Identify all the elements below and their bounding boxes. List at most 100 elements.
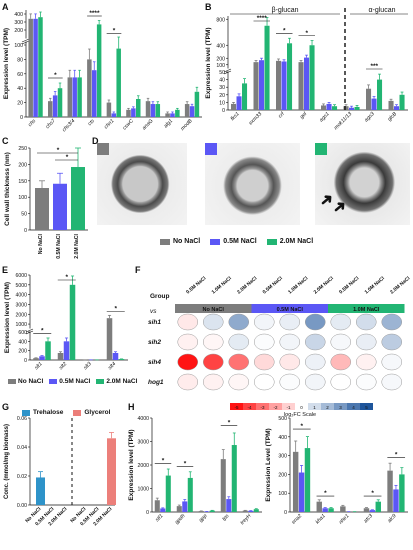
legend-label: 0.5M NaCl — [223, 238, 257, 245]
y-tick-label: 100 — [14, 43, 23, 49]
y-tick-label: 0 — [24, 228, 27, 234]
heatmap-scale-label: -1 — [286, 405, 290, 410]
legend-item-high: 2.0M NaCl — [266, 238, 314, 245]
y-tick-label: 80 — [17, 57, 23, 63]
heatmap-col-header: 0.5M NaCl — [262, 275, 285, 295]
y-tick-label: 40 — [17, 86, 23, 92]
significance-marker: * — [324, 490, 327, 497]
bar — [175, 109, 180, 117]
y-axis-label: Expression level (TPM) — [205, 27, 212, 98]
swatch-green-icon — [96, 379, 105, 384]
bar — [388, 100, 394, 110]
x-tick-label: cts — [87, 118, 96, 127]
heatmap-cell — [356, 313, 377, 331]
heatmap-scale-cell — [243, 403, 256, 410]
heatmap-cell — [330, 373, 351, 391]
x-tick-label: gel — [299, 111, 309, 121]
micro-tag-grey — [97, 143, 109, 155]
bar — [87, 59, 92, 117]
y-tick-label: 800 — [216, 17, 225, 23]
x-tick-label: chs3/4 — [61, 118, 76, 133]
y-tick-label: 20 — [219, 93, 225, 99]
legend-item-no: No NaCl — [8, 378, 43, 385]
bar — [35, 188, 49, 230]
heatmap-cell — [203, 313, 224, 331]
legend-item-high: 2.0M NaCl — [96, 378, 137, 385]
x-tick-label: alg1 — [163, 118, 174, 129]
x-tick-label: slt1 — [34, 361, 44, 371]
y-axis-label: Expression level (TPM) — [3, 28, 10, 99]
y-tick-label: 500 — [278, 416, 287, 422]
x-tick-label: ags3 — [363, 111, 375, 123]
axis-break — [23, 38, 202, 42]
y-tick-label: 400 — [18, 339, 27, 345]
group-label-alpha: α-glucan — [368, 7, 395, 14]
y-axis-label: Conc. (mmol/mg biomass) — [4, 424, 10, 499]
bar — [92, 70, 97, 117]
heatmap-cell — [177, 373, 198, 391]
heatmap-group-bar — [175, 304, 252, 313]
heatmap-cell — [305, 333, 326, 351]
bar — [281, 61, 287, 110]
y-tick-label: 0 — [146, 510, 149, 516]
significance-marker: * — [113, 28, 116, 35]
x-tick-label: No NaCl — [38, 233, 44, 254]
heatmap-col-header: 2.0M NaCl — [313, 275, 336, 295]
bar — [304, 57, 310, 110]
bar — [72, 77, 77, 117]
bar — [131, 108, 136, 117]
x-tick-label: ags1 — [318, 111, 330, 123]
y-tick-label: 0 — [20, 115, 23, 121]
heatmap-scale-label: 2 — [326, 405, 329, 410]
heatmap-row-label: sih2 — [148, 339, 161, 346]
heatmap-group-bar — [328, 304, 405, 313]
heatmap-scale-cell — [334, 403, 347, 410]
micro-tag-blue — [205, 143, 217, 155]
bar — [106, 102, 112, 117]
swatch-blue-icon — [49, 379, 58, 384]
x-tick-label: mok11/13 — [333, 111, 353, 131]
heatmap-row-label: sih4 — [148, 359, 161, 366]
heatmap-cell — [254, 373, 275, 391]
heatmap-scale-label: -5 — [234, 405, 238, 410]
y-tick-label: 2000 — [137, 463, 149, 469]
bar — [253, 62, 259, 110]
y-tick-label: 50 — [21, 212, 27, 218]
y-tick-label: 100 — [278, 491, 287, 497]
legend-d: No NaCl 0.5M NaCl 2.0M NaCl — [160, 238, 313, 245]
axis-break-mark — [223, 68, 232, 73]
x-tick-label: fks1 — [230, 111, 241, 122]
bar — [321, 105, 327, 110]
x-tick-label: stl1 — [154, 513, 164, 523]
heatmap-cell — [381, 373, 402, 391]
bar — [399, 474, 405, 512]
y-tick-label: 2000 — [15, 312, 27, 318]
heatmap-cell — [203, 333, 224, 351]
bar — [57, 88, 63, 117]
bar — [184, 104, 190, 117]
y-tick-label: 200 — [216, 56, 225, 62]
y-tick-label: 0.02 — [17, 474, 27, 480]
significance-marker: * — [162, 457, 165, 464]
heatmap-group-label: 0.5M NaCl — [277, 307, 304, 313]
y-tick-label: 250 — [18, 146, 27, 152]
bar — [253, 509, 259, 512]
legend-label: Trehalose — [33, 409, 64, 416]
x-tick-label: ena2 — [291, 513, 303, 525]
legend-label: 2.0M NaCl — [279, 238, 314, 245]
x-tick-label: slt4 — [107, 361, 117, 371]
bar — [154, 500, 160, 512]
heatmap-scale-label: -3 — [260, 405, 264, 410]
heatmap-cell — [177, 333, 198, 351]
y-tick-label: 5000 — [15, 283, 27, 289]
heatmap-col-header: 1.0M NaCl — [364, 275, 387, 295]
x-tick-label: chn1 — [103, 118, 115, 130]
bar — [371, 98, 377, 110]
heatmap-cell — [356, 333, 377, 351]
heatmap-cell — [254, 313, 275, 331]
bar — [248, 510, 254, 512]
x-tick-label: treyH — [239, 513, 252, 526]
x-tick-label: gpp — [198, 513, 208, 523]
y-tick-label: 200 — [18, 162, 27, 168]
y-tick-label: 0 — [24, 358, 27, 364]
